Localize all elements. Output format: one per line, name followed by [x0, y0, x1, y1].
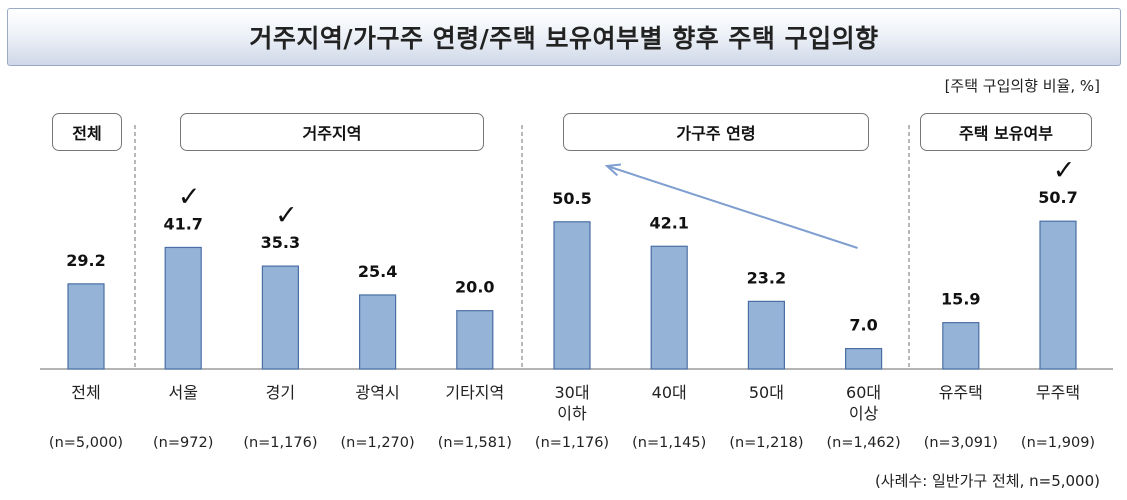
group-label-ownership: 주택 보유여부	[920, 113, 1092, 151]
data-label: 7.0	[849, 316, 877, 335]
category-label: 광역시	[356, 383, 400, 402]
checkmark: ✓	[275, 200, 298, 231]
unit-note: [주택 구입의향 비율, %]	[944, 77, 1100, 95]
category-label: 경기	[266, 383, 295, 402]
sample-size-label: (n=1,145)	[632, 435, 706, 451]
data-label: 35.3	[261, 233, 300, 252]
bar	[553, 221, 591, 370]
group-label-age: 가구주 연령	[563, 113, 869, 151]
sample-size-label: (n=1,218)	[729, 435, 803, 451]
category-label: 이상	[849, 404, 879, 423]
bar	[844, 347, 883, 370]
data-label: 41.7	[163, 214, 202, 233]
bar	[650, 245, 688, 370]
bar	[942, 322, 980, 370]
category-label: 50대	[749, 383, 784, 402]
data-label: 23.2	[747, 268, 786, 287]
checkmark: ✓	[1053, 155, 1076, 186]
sample-size-label: (n=1,581)	[438, 435, 512, 451]
category-label: 유주택	[939, 383, 983, 402]
category-label: 기타지역	[445, 383, 504, 402]
data-label: 42.1	[649, 213, 688, 232]
bar	[456, 310, 494, 370]
data-label: 25.4	[358, 262, 397, 281]
trend-arrow-line	[606, 165, 858, 249]
sample-size-label: (n=1,176)	[535, 435, 609, 451]
category-label: 서울	[168, 383, 197, 402]
data-label: 20.0	[455, 278, 494, 297]
sample-size-label: (n=1,176)	[243, 435, 317, 451]
category-label: 60대	[846, 383, 881, 402]
data-label: 50.7	[1038, 188, 1077, 207]
bar	[67, 283, 105, 370]
footnote: (사례수: 일반가구 전체, n=5,000)	[874, 472, 1100, 490]
chart-title: 거주지역/가구주 연령/주택 보유여부별 향후 주택 구입의향	[7, 8, 1121, 66]
bar	[1039, 220, 1077, 370]
trend-arrow-head	[604, 163, 622, 177]
bar	[747, 300, 786, 370]
category-label: 40대	[652, 383, 687, 402]
sample-size-label: (n=1,270)	[341, 435, 415, 451]
category-label: 30대	[554, 383, 589, 402]
checkmark: ✓	[178, 181, 201, 212]
bar	[164, 246, 202, 370]
group-label-region: 거주지역	[180, 113, 484, 151]
data-label: 50.5	[552, 189, 591, 208]
data-label: 15.9	[941, 290, 980, 309]
sample-size-label: (n=5,000)	[49, 435, 123, 451]
bar	[261, 265, 299, 370]
group-label-total: 전체	[52, 113, 122, 151]
category-label: 전체	[71, 383, 100, 402]
category-label: 무주택	[1036, 383, 1080, 402]
sample-size-label: (n=1,909)	[1021, 435, 1095, 451]
sample-size-label: (n=972)	[153, 435, 213, 451]
sample-size-label: (n=1,462)	[827, 435, 901, 451]
bar	[359, 294, 397, 370]
sample-size-label: (n=3,091)	[924, 435, 998, 451]
data-label: 29.2	[66, 251, 105, 270]
category-label: 이하	[557, 404, 587, 423]
